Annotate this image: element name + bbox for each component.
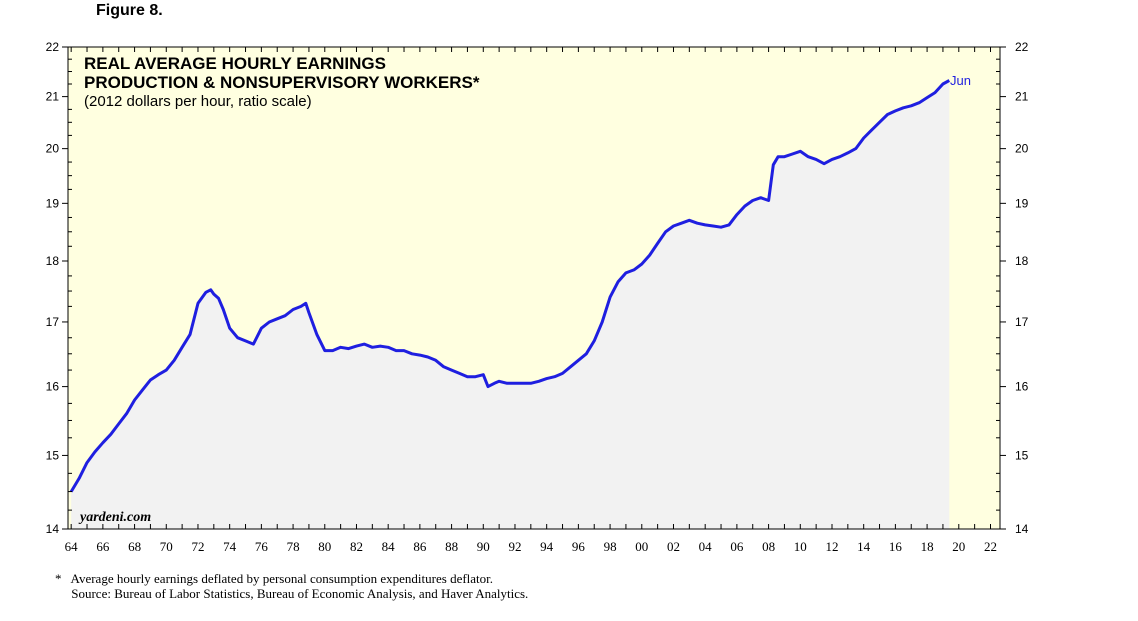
chart-title-line-1: REAL AVERAGE HOURLY EARNINGS [84, 54, 386, 73]
y-tick-label-left: 18 [46, 254, 60, 268]
x-tick-label: 18 [921, 539, 934, 554]
y-tick-label-right: 19 [1015, 196, 1029, 210]
x-tick-label: 02 [667, 539, 680, 554]
x-tick-label: 14 [857, 539, 871, 554]
x-tick-label: 90 [477, 539, 490, 554]
y-tick-label-right: 15 [1015, 448, 1029, 462]
y-tick-label-left: 19 [46, 196, 60, 210]
x-tick-label: 08 [762, 539, 775, 554]
x-tick-label: 84 [382, 539, 396, 554]
x-tick-label: 72 [191, 539, 204, 554]
x-axis: 64 66 68 70 72 74 76 78 80 82 84 86 88 90 92 94 96 98 00 02… [65, 47, 997, 554]
footnote-note: * Average hourly earnings deflated by pe… [55, 571, 494, 586]
x-tick-label: 76 [255, 539, 269, 554]
plot-frame [67, 46, 1001, 530]
y-tick-label-left: 20 [46, 142, 60, 156]
y-tick-label-right: 22 [1015, 40, 1029, 54]
y-tick-label-left: 16 [46, 380, 60, 394]
y-axis-left: 14 15 16 17 18 19 20 21 22 [46, 40, 72, 536]
y-tick-label-right: 16 [1015, 380, 1029, 394]
chart-subtitle: (2012 dollars per hour, ratio scale) [84, 93, 312, 110]
series-end-label: Jun [950, 73, 971, 88]
y-tick-label-left: 21 [46, 90, 60, 104]
x-tick-label: 04 [699, 539, 713, 554]
x-tick-label: 88 [445, 539, 458, 554]
y-tick-label-right: 18 [1015, 254, 1029, 268]
x-tick-label: 70 [160, 539, 173, 554]
y-tick-label-left: 15 [46, 448, 60, 462]
x-tick-label: 98 [604, 539, 617, 554]
y-tick-label-right: 20 [1015, 142, 1029, 156]
y-tick-label-right: 14 [1015, 522, 1029, 536]
x-tick-label: 96 [572, 539, 586, 554]
y-tick-label-left: 17 [46, 315, 60, 329]
x-tick-label: 74 [223, 539, 237, 554]
y-tick-label-right: 21 [1015, 90, 1029, 104]
x-tick-label: 22 [984, 539, 997, 554]
footnote: * Average hourly earnings deflated by pe… [55, 571, 528, 601]
x-tick-label: 66 [96, 539, 110, 554]
x-tick-label: 16 [889, 539, 903, 554]
x-tick-label: 86 [413, 539, 427, 554]
area-fill [71, 80, 950, 529]
x-tick-label: 12 [825, 539, 838, 554]
x-tick-label: 80 [318, 539, 331, 554]
x-tick-label: 82 [350, 539, 363, 554]
series-line [69, 79, 951, 493]
y-tick-label-right: 17 [1015, 315, 1029, 329]
x-tick-label: 06 [730, 539, 744, 554]
x-tick-label: 78 [287, 539, 300, 554]
footnote-source: Source: Bureau of Labor Statistics, Bure… [55, 586, 529, 601]
watermark: yardeni.com [80, 510, 152, 525]
x-tick-label: 00 [635, 539, 648, 554]
x-tick-label: 68 [128, 539, 141, 554]
chart-title-line-2: PRODUCTION & NONSUPERVISORY WORKERS* [84, 73, 480, 92]
y-axis-right: 14 15 16 17 18 19 20 21 22 [996, 40, 1029, 536]
x-tick-label: 92 [508, 539, 521, 554]
figure-label: Figure 8. [96, 2, 163, 19]
x-tick-label: 10 [794, 539, 807, 554]
x-tick-label: 64 [65, 539, 79, 554]
y-tick-label-left: 14 [46, 522, 60, 536]
x-tick-label: 20 [952, 539, 965, 554]
y-tick-label-left: 22 [46, 40, 60, 54]
x-tick-label: 94 [540, 539, 554, 554]
chart-title: REAL AVERAGE HOURLY EARNINGS PRODUCTION … [84, 54, 479, 92]
